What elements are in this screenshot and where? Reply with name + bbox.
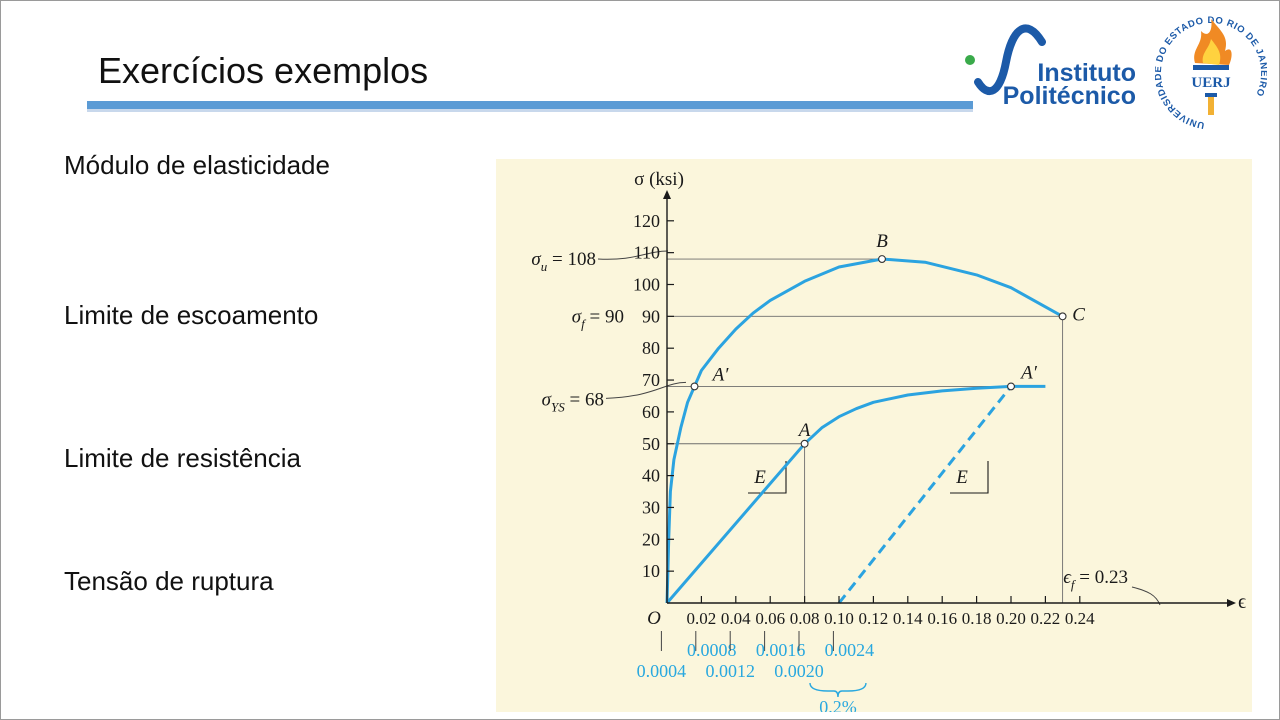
y-tick-label: 100	[633, 275, 660, 295]
y-tick-label: 50	[642, 434, 660, 454]
annotation-leader	[597, 250, 669, 260]
y-tick-label: 120	[633, 211, 660, 231]
uerj-logo-text: UERJ	[1191, 75, 1231, 91]
x-tick-label: 0.12	[859, 609, 889, 628]
uerj-logo: UNIVERSIDADE DO ESTADO DO RIO DE JANEIRO…	[1153, 13, 1269, 131]
x-tick-label: 0.06	[755, 609, 785, 628]
point-marker	[800, 439, 809, 448]
annotation-label: σYS = 68	[542, 389, 604, 414]
y-tick-label: 110	[634, 243, 660, 263]
strain-scale-label: 0.0024	[825, 640, 875, 660]
y-tick-label: 10	[642, 561, 660, 581]
point-label: A′	[711, 364, 730, 385]
strain-scale-label: 0.0012	[705, 661, 755, 681]
chart-background	[496, 159, 1252, 712]
x-axis-title: ϵ	[1238, 591, 1246, 613]
title-underline	[87, 101, 973, 112]
y-tick-label: 30	[642, 497, 660, 517]
point-label: A	[797, 420, 811, 441]
annotation-label: σu = 108	[531, 249, 596, 274]
y-axis-arrow	[663, 190, 671, 199]
slope-label-e-2: E	[955, 467, 968, 488]
point-marker	[690, 382, 699, 391]
curve-full	[665, 257, 1064, 604]
x-tick-label: 0.04	[721, 609, 751, 628]
strain-scale-label: 0.0020	[774, 661, 824, 681]
slope-label-e-1: E	[753, 467, 766, 488]
y-tick-label: 40	[642, 466, 660, 486]
y-tick-label: 90	[642, 306, 660, 326]
x-tick-label: 0.24	[1065, 609, 1095, 628]
x-tick-label: 0.14	[893, 609, 923, 628]
x-tick-label: 0.20	[996, 609, 1026, 628]
curve-offset	[837, 385, 1013, 604]
strain-scale-label: 0.0016	[756, 640, 806, 660]
origin-label: O	[647, 608, 661, 629]
logo-instituto-text: Instituto	[1037, 59, 1136, 87]
annotation-label: ϵf = 0.23	[1063, 567, 1128, 592]
label-limite-resistencia: Limite de resistência	[64, 443, 301, 473]
x-tick-label: 0.02	[687, 609, 717, 628]
stress-strain-figure: 10 20 30 40 50 60 70 80 90 100 110 120 0.02 0.04 0.06 0…	[496, 159, 1252, 712]
point-marker	[878, 255, 886, 263]
x-tick-label: 0.10	[824, 609, 854, 628]
x-axis-arrow	[1227, 599, 1236, 607]
y-tick-label: 20	[642, 529, 660, 549]
x-tick-label: 0.16	[927, 609, 957, 628]
point-marker	[1058, 312, 1067, 321]
x-tick-label: 0.18	[962, 609, 992, 628]
annotation-leader	[605, 381, 687, 399]
x-tick-label: 0.22	[1031, 609, 1061, 628]
slide-title: Exercícios exemplos	[98, 50, 429, 91]
point-label: B	[876, 231, 888, 252]
label-modulo-elasticidade: Módulo de elasticidade	[64, 150, 330, 180]
annotation-label: σf = 90	[572, 306, 624, 331]
instituto-politecnico-logo: Instituto Politécnico	[960, 14, 1150, 114]
point-marker	[1007, 382, 1015, 391]
x-tick-label: 0.08	[790, 609, 820, 628]
offset-brace	[809, 682, 867, 698]
y-tick-label: 70	[642, 370, 660, 390]
y-axis-title: σ (ksi)	[634, 169, 684, 190]
point-label: A′	[1019, 362, 1038, 383]
strain-scale-label: 0.0004	[637, 661, 687, 681]
label-tensao-ruptura: Tensão de ruptura	[64, 566, 274, 596]
label-limite-escoamento: Limite de escoamento	[64, 300, 319, 330]
curve-magnified	[665, 384, 1046, 604]
offset-note: 0.2%	[819, 697, 857, 712]
slope-triangle-2	[950, 461, 989, 494]
strain-scale-label: 0.0008	[687, 640, 737, 660]
logo-politecnico-text: Politécnico	[1003, 82, 1136, 110]
point-label: C	[1072, 304, 1085, 325]
y-tick-label: 60	[642, 402, 660, 422]
y-tick-label: 80	[642, 338, 660, 358]
